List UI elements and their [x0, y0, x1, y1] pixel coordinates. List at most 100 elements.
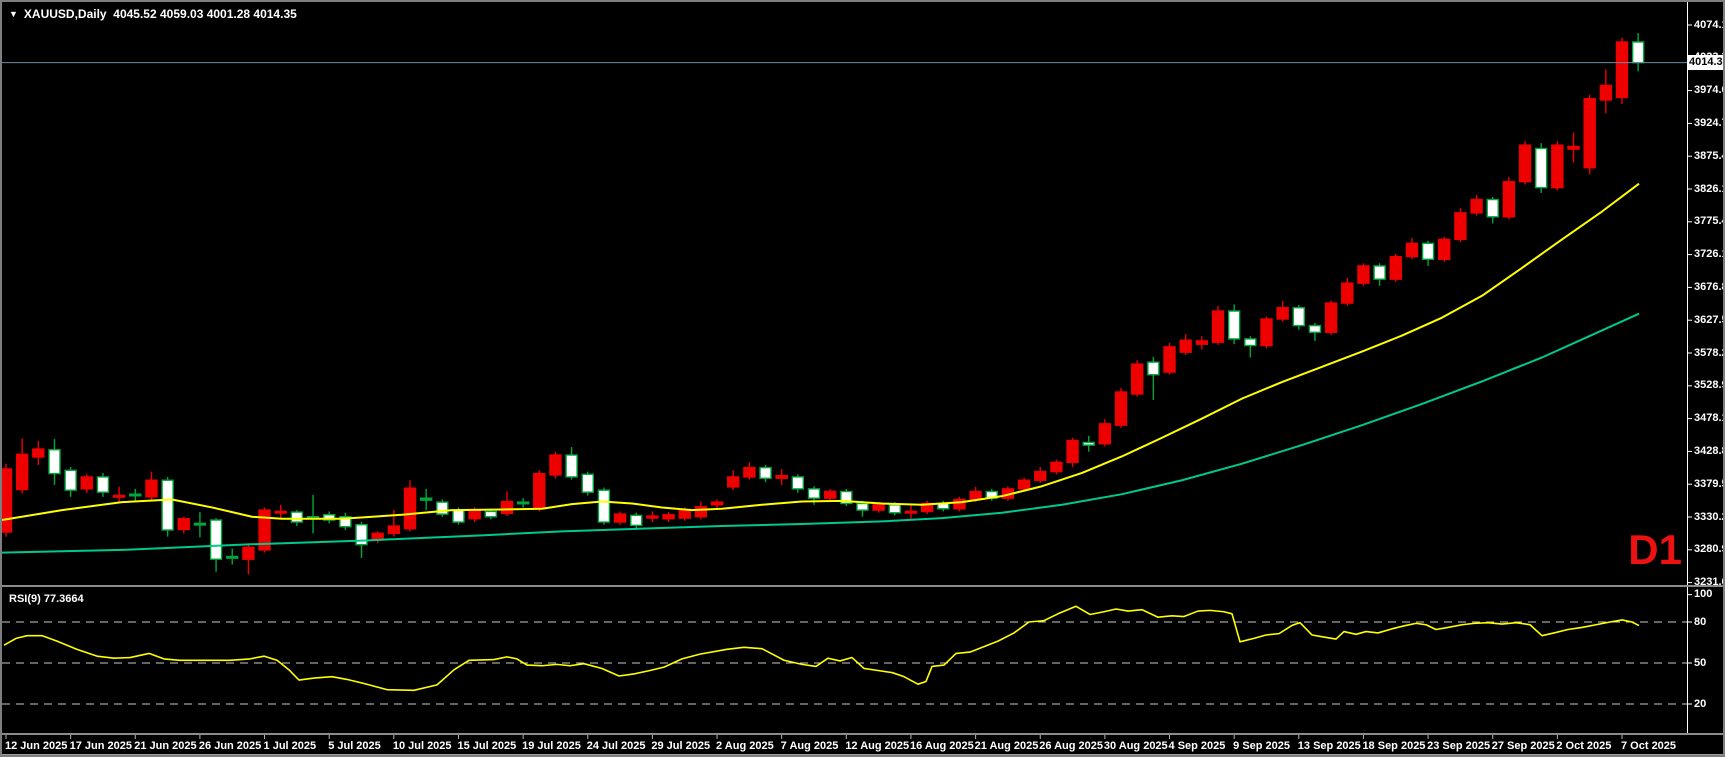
price-axis-label: 3627.50: [1694, 313, 1723, 326]
candle-body: [1244, 338, 1257, 347]
time-axis-label: 30 Aug 2025: [1103, 740, 1168, 752]
candle-body: [710, 501, 724, 506]
time-axis-label: 17 Jun 2025: [69, 740, 132, 752]
window-bottom-edge: [2, 754, 1723, 755]
candle-body: [500, 500, 514, 515]
time-axis-label: 27 Sep 2025: [1491, 740, 1555, 752]
time-axis-label: 24 Jul 2025: [586, 740, 646, 752]
candle-body: [1583, 98, 1596, 169]
candle-body: [1292, 307, 1306, 327]
rsi-axis-label: 80: [1694, 615, 1707, 628]
candle-body: [177, 518, 190, 531]
candle-body: [323, 514, 336, 521]
candle-body: [597, 489, 611, 523]
time-axis-label: 19 Jul 2025: [522, 740, 581, 752]
candle-body: [759, 466, 772, 479]
candle-body: [791, 476, 805, 490]
candle-body: [1260, 318, 1273, 347]
time-axis-label: 18 Sep 2025: [1362, 740, 1426, 752]
candle-body: [145, 479, 158, 498]
price-axis-label: 3428.85: [1694, 444, 1723, 457]
candle-body: [209, 519, 223, 560]
candle-body: [1147, 361, 1160, 376]
time-axis-label: 1 Jul 2025: [263, 740, 317, 752]
candle-body: [662, 514, 675, 520]
time-axis-label: 21 Aug 2025: [974, 740, 1039, 752]
time-axis-label: 26 Jun 2025: [198, 740, 262, 752]
price-axis-label: 3775.40: [1694, 215, 1723, 228]
price-axis-label: 3231.65: [1694, 576, 1723, 589]
price-axis-label: 3676.80: [1694, 280, 1723, 293]
time-axis-label: 12 Aug 2025: [845, 740, 910, 752]
candle-body: [888, 504, 901, 514]
price-axis-label: 4074.10: [1694, 18, 1723, 31]
candle-body: [1227, 310, 1241, 340]
candle-body: [96, 476, 110, 493]
candle-body: [1518, 144, 1532, 183]
candle-body: [258, 509, 271, 551]
price-axis-label: 3924.75: [1694, 116, 1723, 129]
candle-body: [1017, 479, 1031, 490]
candle-body: [1470, 198, 1483, 214]
candle-body: [516, 501, 530, 505]
candle-body: [1082, 441, 1095, 446]
candle-body: [1615, 41, 1629, 99]
time-axis-label: 23 Sep 2025: [1427, 740, 1491, 752]
time-axis-label: 4 Sep 2025: [1168, 740, 1226, 752]
candle-body: [565, 454, 578, 478]
price-axis-label: 3875.45: [1694, 149, 1723, 162]
chart-symbol-period: XAUUSD,Daily: [23, 7, 107, 21]
candle-body: [533, 472, 546, 510]
candle-body: [2, 468, 13, 533]
candle-body: [1551, 144, 1564, 189]
candle-body: [856, 502, 869, 511]
candle-body: [436, 501, 449, 515]
candle-body: [549, 454, 562, 476]
price-axis-label: 3280.95: [1694, 543, 1723, 556]
candle-body: [1163, 346, 1176, 373]
candle-body: [743, 466, 756, 478]
time-axis-label: 16 Aug 2025: [909, 740, 974, 752]
candle-body: [969, 490, 982, 501]
rsi-axis-label: 20: [1694, 697, 1707, 710]
candle-body: [484, 510, 497, 518]
time-axis-label: 2 Aug 2025: [716, 740, 774, 752]
candle-body: [226, 555, 239, 559]
candle-body: [403, 487, 417, 530]
candle-body: [1050, 461, 1063, 473]
candle-body: [823, 490, 837, 499]
rsi-line: [3, 605, 1640, 692]
current-price-label: 4014.35: [1688, 55, 1725, 70]
candle-body: [1066, 439, 1079, 464]
time-axis-label: 12 Jun 2025: [5, 740, 68, 752]
candle-body: [355, 524, 368, 546]
pane-separator[interactable]: [2, 585, 1723, 587]
time-axis-label: 26 Aug 2025: [1039, 740, 1104, 752]
time-axis-label: 15 Jul 2025: [457, 740, 517, 752]
candle-body: [112, 494, 126, 498]
candle-body: [1308, 324, 1322, 333]
time-axis-label: 13 Sep 2025: [1297, 740, 1361, 752]
candle-body: [339, 516, 352, 528]
price-axis-label: 3330.25: [1694, 510, 1723, 523]
time-axis-label: 10 Jul 2025: [392, 740, 452, 752]
candle-body: [694, 506, 708, 518]
chart-ohlc-values: 4045.52 4059.03 4001.28 4014.35: [113, 7, 297, 21]
candle-body: [1195, 340, 1209, 345]
candle-body: [1486, 198, 1499, 218]
candle-body: [727, 476, 740, 488]
time-axis-label: 9 Sep 2025: [1233, 740, 1291, 752]
price-axis-label: 3528.90: [1694, 379, 1723, 392]
candle-body: [1341, 282, 1354, 304]
candle-body: [1454, 212, 1467, 241]
candle-body: [48, 449, 61, 475]
candle-body: [1357, 265, 1370, 284]
candle-body: [274, 510, 287, 514]
candle-body: [646, 515, 659, 519]
candle-body: [953, 498, 966, 510]
candle-body: [161, 479, 174, 531]
price-axis-label: 3478.15: [1694, 412, 1723, 425]
candle-body: [242, 546, 255, 560]
